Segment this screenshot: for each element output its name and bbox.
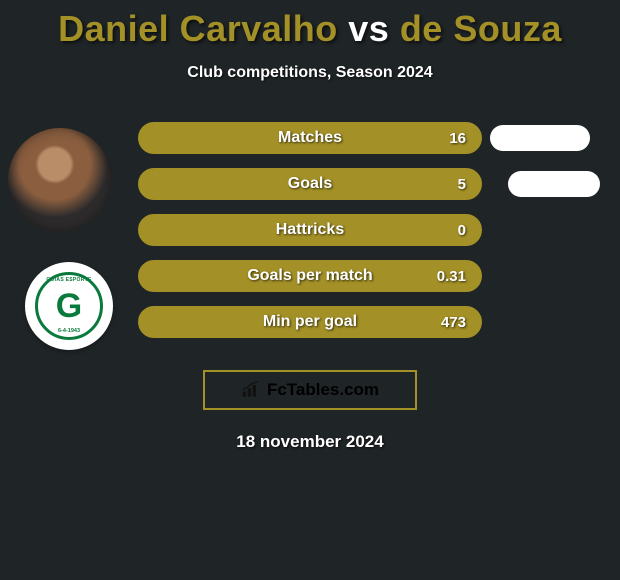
stat-pill-right bbox=[508, 171, 600, 197]
title-vs: vs bbox=[348, 8, 389, 49]
stat-pill-left: Goals per match0.31 bbox=[138, 260, 482, 292]
club-badge-bottom-text: 6-4-1943 bbox=[58, 328, 80, 334]
stat-value-left: 0.31 bbox=[437, 268, 466, 285]
stat-pill-left: Goals5 bbox=[138, 168, 482, 200]
stat-label: Hattricks bbox=[140, 221, 480, 239]
stats-area: GOIAS ESPORTE G 6-4-1943 Matches16 Goals5… bbox=[0, 122, 620, 338]
brand-badge: FcTables.com bbox=[203, 370, 417, 410]
stat-row: Min per goal473 bbox=[138, 306, 620, 338]
stat-label: Min per goal bbox=[140, 313, 480, 331]
club-badge-inner: GOIAS ESPORTE G 6-4-1943 bbox=[35, 272, 103, 340]
stat-pill-left: Matches16 bbox=[138, 122, 482, 154]
stat-label: Goals bbox=[140, 175, 480, 193]
title-player2: de Souza bbox=[400, 8, 562, 49]
club-badge: GOIAS ESPORTE G 6-4-1943 bbox=[25, 262, 113, 350]
stat-pill-left: Hattricks0 bbox=[138, 214, 482, 246]
player-avatar bbox=[8, 128, 112, 232]
stat-row: Goals5 bbox=[138, 168, 620, 200]
stat-value-left: 16 bbox=[449, 130, 466, 147]
stat-row: Hattricks0 bbox=[138, 214, 620, 246]
stat-value-left: 0 bbox=[458, 222, 466, 239]
brand-text: FcTables.com bbox=[267, 380, 379, 400]
bar-chart-icon bbox=[241, 381, 261, 399]
subtitle: Club competitions, Season 2024 bbox=[0, 64, 620, 82]
stat-pill-right bbox=[490, 125, 590, 151]
page-title: Daniel Carvalho vs de Souza bbox=[0, 0, 620, 50]
stat-label: Goals per match bbox=[140, 267, 480, 285]
club-badge-top-text: GOIAS ESPORTE bbox=[46, 277, 91, 283]
stat-pill-left: Min per goal473 bbox=[138, 306, 482, 338]
stat-label: Matches bbox=[140, 129, 480, 147]
footer-date: 18 november 2024 bbox=[0, 432, 620, 452]
club-badge-letter: G bbox=[56, 289, 82, 323]
stat-value-left: 5 bbox=[458, 176, 466, 193]
title-player1: Daniel Carvalho bbox=[58, 8, 338, 49]
stat-value-left: 473 bbox=[441, 314, 466, 331]
stat-row: Goals per match0.31 bbox=[138, 260, 620, 292]
comparison-card: Daniel Carvalho vs de Souza Club competi… bbox=[0, 0, 620, 452]
stat-row: Matches16 bbox=[138, 122, 620, 154]
